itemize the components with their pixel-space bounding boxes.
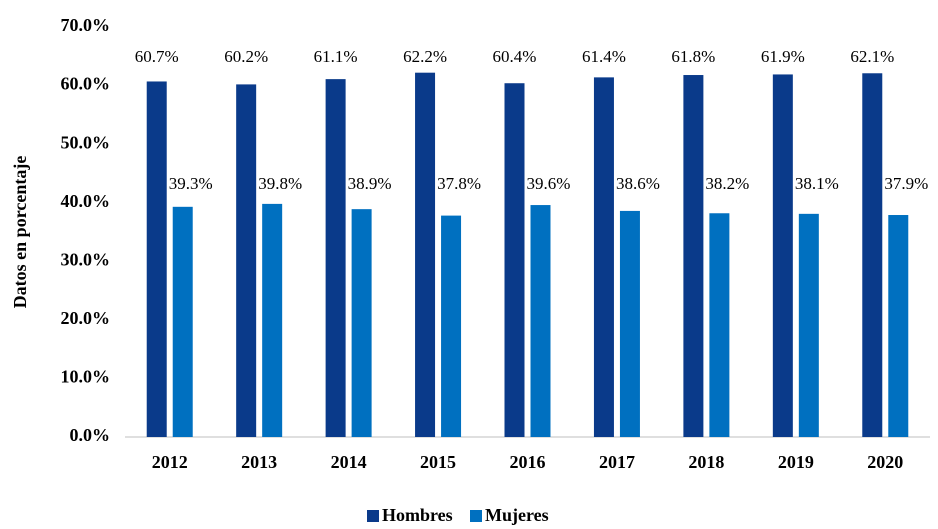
legend-label: Mujeres bbox=[485, 505, 549, 525]
bar bbox=[262, 203, 283, 437]
bar bbox=[619, 210, 640, 437]
y-axis-title: Datos en porcentaje bbox=[10, 156, 30, 309]
data-label: 60.7% bbox=[135, 47, 179, 66]
data-label: 37.8% bbox=[437, 174, 481, 193]
x-tick-label: 2019 bbox=[778, 452, 814, 472]
data-label: 61.4% bbox=[582, 47, 626, 66]
data-label: 61.9% bbox=[761, 47, 805, 66]
bar bbox=[504, 83, 525, 437]
bar bbox=[862, 73, 883, 438]
bar bbox=[351, 209, 372, 437]
data-label: 39.6% bbox=[527, 174, 571, 193]
x-tick-label: 2015 bbox=[420, 452, 456, 472]
legend-swatch bbox=[367, 510, 379, 522]
y-tick-label: 70.0% bbox=[61, 15, 111, 35]
bar bbox=[888, 215, 909, 437]
data-label: 38.6% bbox=[616, 174, 660, 193]
x-tick-label: 2012 bbox=[152, 452, 188, 472]
bar bbox=[683, 75, 704, 438]
y-tick-label: 30.0% bbox=[61, 249, 111, 269]
legend-swatch bbox=[470, 510, 482, 522]
data-label: 62.2% bbox=[403, 47, 447, 66]
data-label: 61.8% bbox=[671, 47, 715, 66]
data-label: 38.1% bbox=[795, 174, 839, 193]
data-label: 62.1% bbox=[850, 47, 894, 66]
data-label: 37.9% bbox=[884, 174, 928, 193]
y-tick-label: 20.0% bbox=[61, 308, 111, 328]
y-tick-label: 40.0% bbox=[61, 191, 111, 211]
data-label: 39.8% bbox=[258, 174, 302, 193]
bar bbox=[530, 205, 551, 437]
bar bbox=[325, 79, 346, 437]
x-tick-label: 2018 bbox=[688, 452, 724, 472]
data-label: 38.9% bbox=[348, 174, 392, 193]
bar bbox=[798, 213, 819, 437]
y-tick-label: 10.0% bbox=[61, 367, 111, 387]
bar bbox=[146, 81, 167, 437]
y-tick-label: 50.0% bbox=[61, 132, 111, 152]
data-label: 61.1% bbox=[314, 47, 358, 66]
bar bbox=[593, 77, 614, 437]
data-label: 60.2% bbox=[224, 47, 268, 66]
y-tick-label: 0.0% bbox=[70, 425, 111, 445]
bar bbox=[772, 74, 793, 437]
bar bbox=[172, 206, 193, 437]
bar bbox=[441, 215, 462, 437]
data-label: 39.3% bbox=[169, 174, 213, 193]
x-tick-label: 2020 bbox=[867, 452, 903, 472]
x-tick-label: 2017 bbox=[599, 452, 635, 472]
x-tick-label: 2013 bbox=[241, 452, 277, 472]
x-tick-label: 2016 bbox=[510, 452, 546, 472]
bar bbox=[236, 84, 257, 438]
x-tick-label: 2014 bbox=[331, 452, 367, 472]
bar bbox=[709, 213, 730, 437]
y-tick-label: 60.0% bbox=[61, 74, 111, 94]
legend-label: Hombres bbox=[382, 505, 453, 525]
bar bbox=[415, 72, 436, 437]
data-label: 60.4% bbox=[493, 47, 537, 66]
data-label: 38.2% bbox=[705, 174, 749, 193]
